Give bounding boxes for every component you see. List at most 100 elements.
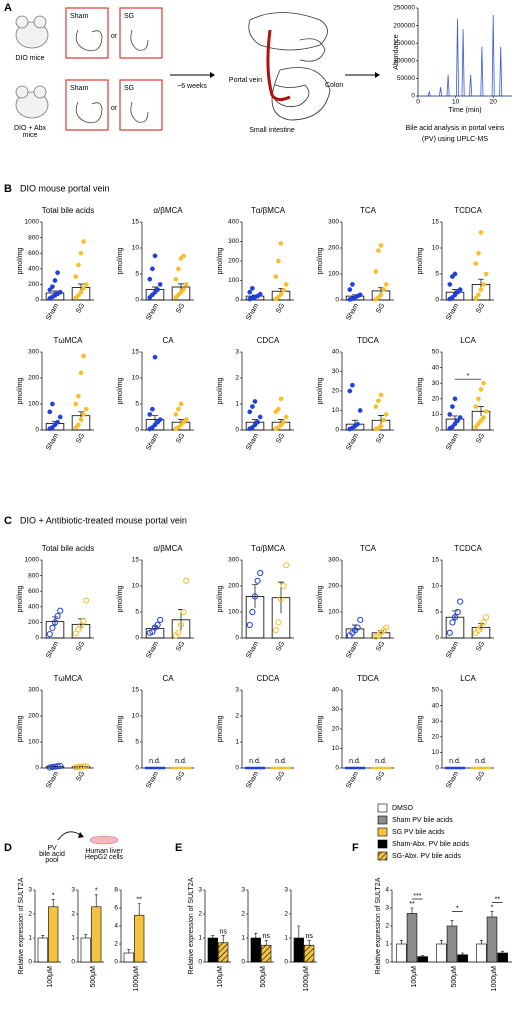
data-point (52, 278, 58, 283)
y-tick-label: 15 (132, 349, 140, 356)
significance-label: * (52, 892, 55, 899)
y-tick-label: 100 (328, 609, 339, 616)
x-tick-label: Sham (345, 432, 360, 451)
y-tick-label: 0 (28, 959, 32, 966)
data-point (76, 422, 81, 428)
y-tick-label: 0 (335, 635, 339, 642)
data-point (257, 414, 263, 420)
data-point (178, 401, 184, 407)
data-point (280, 582, 287, 590)
data-point (481, 282, 486, 287)
bar (261, 944, 272, 963)
y-tick-label: 40 (332, 349, 340, 356)
chart-title: LCA (460, 336, 476, 345)
error-bar (490, 911, 494, 917)
y-tick-label: 10 (432, 411, 440, 418)
y-axis-label: pmol/mg (317, 377, 324, 404)
y-tick-label: 100 (228, 609, 239, 616)
panel-label: A (4, 2, 12, 14)
x-tick-label: SG (375, 302, 386, 314)
x-tick-label: SG (275, 302, 286, 314)
x-tick-label: 0 (416, 99, 420, 106)
data-point (81, 412, 86, 417)
panel-title: DIO mouse portal vein (20, 183, 110, 193)
data-point (80, 617, 87, 624)
y-axis-label: Relative expression of SULT2A (375, 877, 382, 974)
significance-label: ** (136, 896, 142, 903)
y-tick-label: 50000 (397, 75, 415, 82)
diagram-label: HepG2 cells (85, 854, 124, 861)
y-tick-label: 1 (28, 935, 32, 942)
y-tick-label: 1 (241, 935, 245, 942)
y-tick-label: 800 (28, 572, 39, 579)
data-point (276, 294, 281, 300)
y-axis-label: pmol/mg (17, 585, 24, 612)
data-point (147, 412, 153, 417)
x-tick-label: SG (375, 640, 386, 652)
x-axis-label: Time (min) (448, 107, 481, 114)
chart-title: CDCA (257, 336, 280, 345)
y-tick-label: 2 (28, 911, 32, 918)
y-tick-label: 2 (284, 911, 288, 918)
data-point (447, 282, 453, 287)
y-tick-label: 5 (435, 609, 439, 616)
group-label: DIO mice (15, 55, 44, 62)
data-point (176, 266, 181, 272)
panel-label: C (4, 515, 12, 527)
box-label: Sham (70, 85, 88, 92)
y-tick-label: 10 (132, 375, 140, 382)
y-axis-label: Relative expression of SULT2A (18, 877, 25, 974)
y-tick-label: 3 (28, 887, 32, 894)
value-label: n.d. (449, 758, 461, 765)
data-point (78, 370, 84, 376)
y-tick-label: 1 (235, 739, 239, 746)
y-tick-label: 30 (332, 368, 340, 375)
data-point (476, 250, 481, 256)
y-tick-label: 300 (228, 238, 239, 245)
legend-label: Sham PV bile acids (392, 817, 453, 824)
y-tick-label: 20 (432, 396, 440, 403)
y-tick-label: 0 (35, 635, 39, 642)
data-point (483, 271, 489, 277)
data-point (276, 406, 281, 412)
error-bar (439, 940, 443, 944)
group-label: mice (23, 132, 38, 139)
x-tick-label: Sham (445, 640, 460, 659)
data-point (49, 624, 56, 631)
x-tick-label: 500μM (451, 966, 458, 988)
y-tick-label: 20 (332, 726, 340, 733)
error-bar (41, 935, 45, 938)
error-bar (254, 932, 258, 938)
data-point (283, 562, 290, 569)
error-bar (307, 940, 311, 946)
y-tick-label: 100 (28, 739, 39, 746)
y-tick-label: 0 (284, 959, 288, 966)
y-tick-label: 1000 (25, 557, 40, 564)
data-point (51, 619, 59, 626)
significance-label: ns (262, 933, 270, 940)
data-point (476, 292, 481, 298)
data-point (276, 258, 281, 264)
data-point (378, 423, 384, 429)
bar (486, 916, 498, 963)
error-bar (264, 940, 268, 946)
x-tick-label: Sham (45, 640, 60, 659)
bar (417, 956, 428, 963)
y-tick-label: 0 (135, 427, 139, 434)
y-tick-label: 0 (35, 297, 39, 304)
data-point (250, 285, 255, 291)
data-point (480, 619, 487, 626)
data-point (481, 415, 486, 420)
x-tick-label: 20 (490, 99, 498, 106)
y-tick-label: 400 (28, 266, 39, 273)
y-axis-label: pmol/mg (17, 247, 24, 274)
data-point (155, 287, 160, 292)
error-bar (297, 925, 301, 938)
y-axis-label: pmol/mg (317, 715, 324, 742)
chart-title: CDCA (257, 674, 280, 683)
x-tick-label: Sham (445, 432, 460, 451)
diagram-label: PV (47, 845, 57, 852)
x-tick-label: Sham (245, 640, 260, 659)
x-tick-label: 1000μM (133, 966, 140, 992)
